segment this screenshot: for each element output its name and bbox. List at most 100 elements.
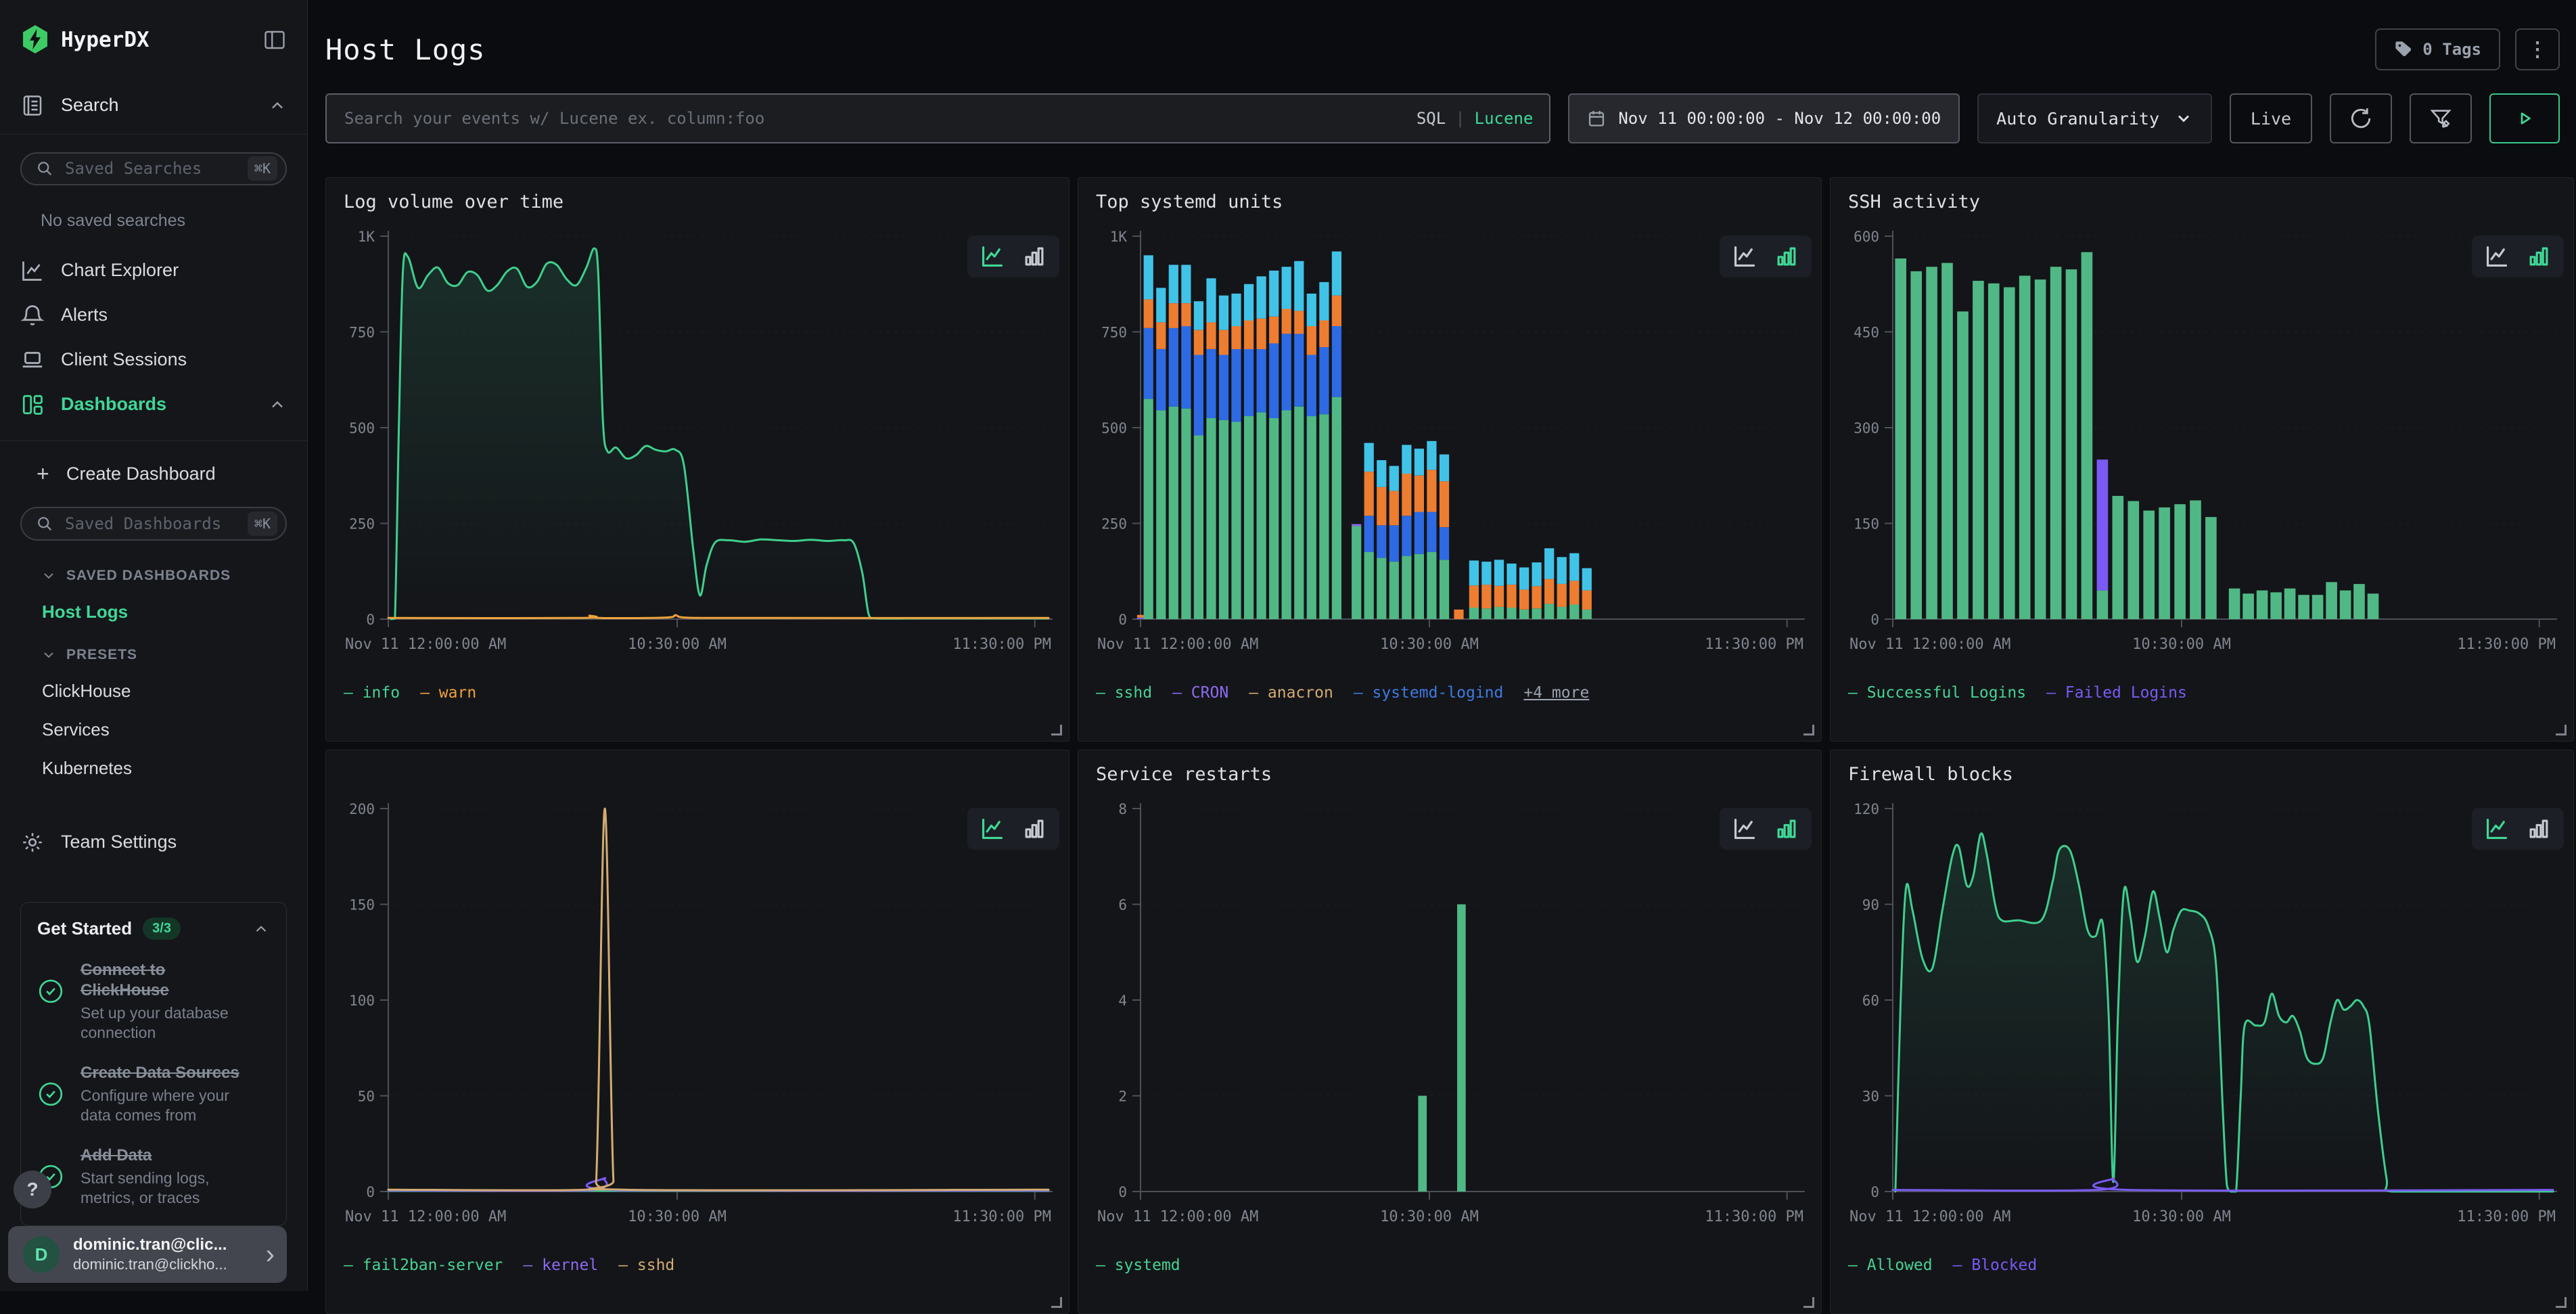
bar-chart-icon[interactable]: [1774, 244, 1799, 269]
svg-text:10:30:00 AM: 10:30:00 AM: [2132, 1208, 2231, 1225]
bar-chart-icon[interactable]: [1021, 816, 1047, 842]
refresh-button[interactable]: [2330, 93, 2392, 143]
svg-text:500: 500: [349, 420, 375, 436]
sidebar-item-services[interactable]: Services: [42, 719, 110, 740]
get-started-card: Get Started 3/3 Connect to ClickHouse Se…: [20, 902, 287, 1227]
sidebar-collapse-icon[interactable]: [261, 28, 288, 52]
sql-toggle[interactable]: SQL: [1416, 109, 1446, 128]
dashboards-icon: [20, 392, 45, 417]
svg-text:50: 50: [358, 1089, 375, 1105]
panel-resize-handle[interactable]: [1803, 1297, 1814, 1308]
toolbar: SQL | Lucene Nov 11 00:00:00 - Nov 12 00…: [325, 93, 2560, 143]
check-circle-icon: [37, 1081, 64, 1108]
panel-resize-handle[interactable]: [2556, 725, 2567, 735]
group-label-text: SAVED DASHBOARDS: [66, 567, 231, 583]
event-search-input[interactable]: [343, 108, 1417, 129]
chart-legend: — info — warn: [344, 684, 1051, 702]
date-range-picker[interactable]: Nov 11 00:00:00 - Nov 12 00:00:00: [1568, 93, 1960, 143]
chevron-down-icon: [44, 652, 53, 658]
chart-type-toggle: [1720, 808, 1812, 850]
chart-type-toggle: [967, 235, 1059, 277]
legend-item: — CRON: [1172, 684, 1229, 702]
checklist-item-subtitle: Configure where your data comes from: [80, 1087, 229, 1125]
svg-text:450: 450: [1854, 325, 1879, 341]
help-button[interactable]: ?: [14, 1171, 51, 1208]
chart-panel-ssh-activity: SSH activity 600 450 300 150 0 Nov 11 12:00:0…: [1830, 177, 2574, 742]
lucene-toggle[interactable]: Lucene: [1474, 109, 1534, 128]
bar-chart-icon[interactable]: [1774, 816, 1799, 842]
sidebar-item-label: Client Sessions: [61, 349, 187, 370]
tags-button[interactable]: 0 Tags: [2375, 28, 2500, 70]
sidebar-item-search[interactable]: Search: [0, 91, 307, 120]
run-query-button[interactable]: [2489, 93, 2560, 143]
create-dashboard-button[interactable]: + Create Dashboard: [0, 459, 307, 489]
saved-dashboards-group[interactable]: SAVED DASHBOARDS: [41, 568, 307, 584]
saved-dashboards-input[interactable]: [64, 513, 248, 534]
line-chart-icon[interactable]: [2484, 244, 2510, 269]
checklist-item-subtitle: Start sending logs, metrics, or traces: [80, 1169, 210, 1207]
panel-resize-handle[interactable]: [1803, 725, 1814, 735]
bar-chart-icon[interactable]: [1021, 244, 1047, 269]
svg-text:10:30:00 AM: 10:30:00 AM: [1380, 636, 1479, 653]
checklist-item[interactable]: Connect to ClickHouse Set up your databa…: [37, 960, 270, 1043]
no-saved-searches-text: No saved searches: [41, 210, 186, 230]
chart-panel-firewall-blocks: Firewall blocks 120 90 60 30 0 Nov 11 12:00:0…: [1830, 750, 2574, 1314]
sidebar-item-clickhouse[interactable]: ClickHouse: [42, 680, 131, 701]
filter-button[interactable]: [2410, 93, 2472, 143]
get-started-header[interactable]: Get Started 3/3: [37, 917, 270, 941]
more-options-button[interactable]: ⋮: [2515, 28, 2560, 70]
sidebar-item-dashboards[interactable]: Dashboards: [0, 382, 307, 427]
legend-item: — Allowed: [1848, 1256, 1933, 1274]
panel-resize-handle[interactable]: [1051, 1297, 1062, 1308]
checklist-item[interactable]: Create Data Sources Configure where your…: [37, 1063, 270, 1125]
panel-resize-handle[interactable]: [1051, 725, 1062, 735]
sidebar-item-kubernetes[interactable]: Kubernetes: [42, 757, 132, 778]
svg-text:750: 750: [349, 325, 375, 341]
sidebar-item-client-sessions[interactable]: Client Sessions: [0, 338, 307, 382]
chart-legend: — systemd: [1096, 1256, 1803, 1274]
chevron-up-icon: [272, 101, 283, 109]
bar-chart-icon[interactable]: [2526, 244, 2552, 269]
presets-group[interactable]: PRESETS: [41, 647, 307, 663]
checklist-item-subtitle: Set up your database connection: [80, 1004, 229, 1042]
user-menu[interactable]: D dominic.tran@clic... dominic.tran@clic…: [8, 1226, 287, 1283]
svg-text:10:30:00 AM: 10:30:00 AM: [1380, 1208, 1479, 1225]
sidebar-item-host-logs[interactable]: Host Logs: [42, 601, 129, 622]
divider: [0, 133, 307, 135]
saved-dashboards-search[interactable]: ⌘K: [20, 507, 287, 541]
panel-resize-handle[interactable]: [2556, 1297, 2567, 1308]
line-chart-icon[interactable]: [1732, 244, 1757, 269]
legend-item: — kernel: [523, 1256, 599, 1274]
refresh-icon: [2351, 108, 2371, 129]
legend-item: — warn: [420, 684, 477, 702]
saved-searches-search[interactable]: ⌘K: [20, 152, 287, 185]
legend-more-link[interactable]: +4 more: [1523, 684, 1590, 702]
svg-text:200: 200: [349, 801, 375, 817]
chart-legend: — Successful Logins — Failed Logins: [1848, 684, 2556, 702]
legend-item: — fail2ban-server: [344, 1256, 503, 1274]
date-range-text: Nov 11 00:00:00 - Nov 12 00:00:00: [1618, 109, 1941, 128]
granularity-select[interactable]: Auto Granularity: [1977, 93, 2212, 143]
svg-text:300: 300: [1854, 420, 1879, 436]
line-chart-icon[interactable]: [980, 244, 1005, 269]
line-chart-icon[interactable]: [2484, 816, 2510, 842]
logo-row: HyperDX: [0, 0, 307, 55]
tags-label: 0 Tags: [2422, 40, 2481, 59]
sidebar-item-chart-explorer[interactable]: Chart Explorer: [0, 248, 307, 293]
bar-chart-icon[interactable]: [2526, 816, 2552, 842]
main-content: Host Logs 0 Tags ⋮ SQL | Lucene Nov 11 0…: [308, 0, 2576, 1314]
sidebar-item-alerts[interactable]: Alerts: [0, 293, 307, 338]
checklist-item[interactable]: Add Data Start sending logs, metrics, or…: [37, 1146, 270, 1208]
line-chart-icon[interactable]: [1732, 816, 1757, 842]
sidebar: HyperDX Search ⌘K No saved searches Char…: [0, 0, 308, 1291]
svg-text:750: 750: [1101, 325, 1127, 341]
line-chart-icon[interactable]: [980, 816, 1005, 842]
legend-item: — systemd: [1096, 1256, 1180, 1274]
svg-text:0: 0: [1118, 612, 1127, 628]
svg-text:0: 0: [366, 1184, 375, 1200]
sidebar-item-team-settings[interactable]: Team Settings: [0, 826, 307, 859]
saved-searches-input[interactable]: [64, 158, 248, 179]
event-search[interactable]: SQL | Lucene: [325, 93, 1551, 143]
live-button[interactable]: Live: [2230, 93, 2312, 143]
get-started-progress-badge: 3/3: [143, 917, 181, 941]
